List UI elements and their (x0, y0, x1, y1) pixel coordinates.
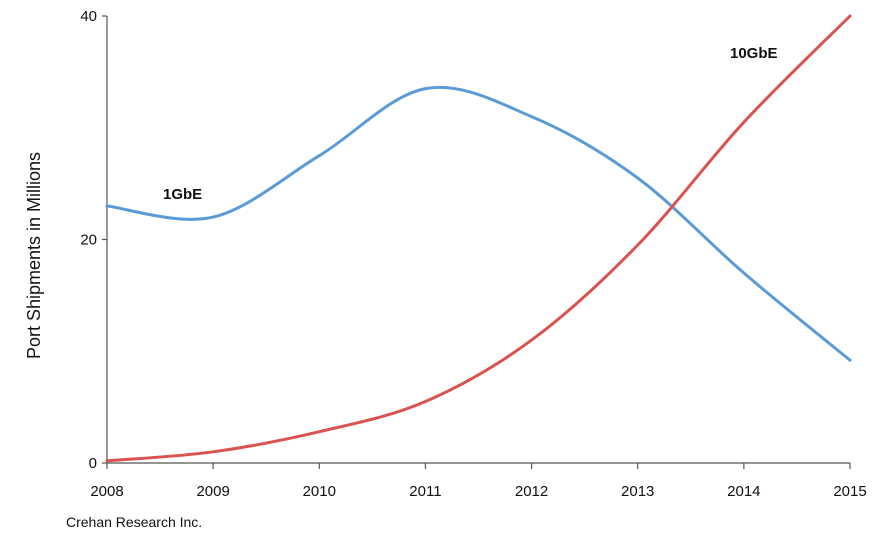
series-label-1gbe: 1GbE (163, 186, 202, 203)
series-label-10gbe: 10GbE (730, 45, 778, 62)
y-tick-label: 20 (80, 232, 97, 249)
x-tick-label: 2009 (196, 483, 229, 500)
source-note: Crehan Research Inc. (66, 514, 203, 530)
x-tick-label: 2010 (303, 483, 336, 500)
series-line-10gbe (105, 14, 852, 463)
series-line-1gbe (105, 85, 852, 362)
x-tick-label: 2013 (621, 483, 654, 500)
y-axis-title: Port Shipments in Millions (24, 152, 44, 359)
y-tick-label: 40 (80, 8, 97, 25)
chart-series (105, 14, 852, 463)
chart-axes: 0 20 40 2008 2009 2010 2011 2012 2013 2014 2015 Por… (24, 8, 867, 500)
x-tick-label: 2014 (727, 483, 760, 500)
y-tick-label: 0 (89, 455, 97, 472)
x-tick-label: 2008 (90, 483, 123, 500)
x-tick-label: 2011 (409, 483, 441, 500)
x-tick-label: 2012 (515, 483, 548, 500)
x-tick-label: 2015 (833, 483, 866, 500)
chart-labels: 1GbE 10GbE (163, 45, 778, 203)
